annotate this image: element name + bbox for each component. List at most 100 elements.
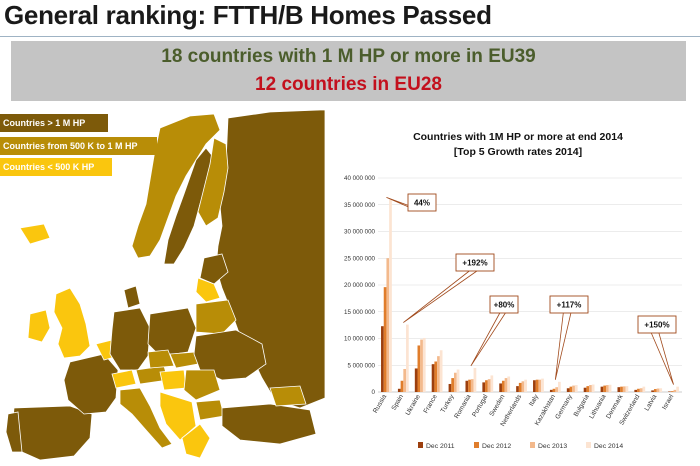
legend-item-high: Countries > 1 M HP	[0, 114, 108, 132]
bar	[431, 364, 435, 392]
bar	[389, 199, 392, 392]
bar	[439, 350, 443, 392]
legend-item-medium: Countries from 500 K to 1 M HP	[0, 137, 157, 155]
legend-label: Dec 2014	[594, 443, 623, 450]
bar	[656, 388, 660, 392]
map-region-bulgaria	[195, 399, 225, 421]
bar	[485, 380, 488, 392]
bar	[417, 345, 421, 392]
legend-label: Dec 2013	[538, 443, 567, 450]
y-tick-label: 15 000 000	[344, 309, 376, 316]
map-region-germany	[109, 307, 151, 371]
europe-map: Countries > 1 M HP Countries from 500 K …	[0, 108, 325, 466]
bar	[538, 379, 542, 392]
y-tick-label: 5 000 000	[347, 362, 375, 369]
y-tick-label: 35 000 000	[344, 202, 376, 209]
map-region-caucasus	[269, 385, 307, 407]
callout-box	[489, 295, 519, 314]
bar	[639, 388, 643, 392]
map-region-turkey	[221, 403, 317, 445]
map-region-ukraine	[193, 329, 267, 381]
bar	[676, 386, 679, 392]
bar	[620, 386, 623, 392]
legend-swatch	[418, 442, 423, 448]
legend-swatch	[586, 442, 591, 448]
callout-box	[455, 253, 495, 272]
bar	[668, 391, 671, 392]
bar	[566, 388, 570, 392]
bar	[420, 339, 423, 392]
map-region-france	[63, 353, 119, 415]
category-label: Ukraine	[405, 393, 423, 416]
bar	[591, 384, 595, 392]
map-region-belarus	[195, 299, 237, 335]
bar	[448, 383, 452, 392]
bar	[465, 380, 469, 392]
bar	[397, 388, 401, 392]
callout-label: +150%	[644, 321, 669, 330]
bar	[386, 258, 390, 392]
bar	[383, 287, 387, 392]
bar	[501, 380, 505, 392]
title-divider	[0, 36, 700, 37]
bar	[606, 385, 609, 392]
bar	[521, 381, 525, 392]
callout-pointer	[470, 312, 506, 367]
summary-banner: 18 countries with 1 M HP or more in EU39…	[11, 41, 686, 101]
y-tick-label: 0	[372, 389, 376, 396]
bar	[468, 379, 471, 392]
legend-label: Dec 2012	[482, 443, 511, 450]
bar	[434, 361, 438, 392]
map-region-baltics	[199, 253, 229, 285]
category-label: Sweden	[488, 393, 506, 417]
map-region-ireland	[27, 309, 51, 343]
bar	[670, 391, 674, 392]
bar	[403, 368, 407, 392]
legend-swatch	[530, 442, 535, 448]
bar	[400, 380, 404, 392]
bar	[642, 386, 646, 392]
bar	[555, 387, 559, 392]
map-region-uk	[53, 287, 91, 359]
bar	[651, 390, 654, 392]
callout-box	[549, 295, 589, 314]
category-label: Russia	[372, 393, 388, 414]
bar	[507, 376, 511, 392]
y-tick-label: 25 000 000	[344, 255, 376, 262]
bar	[487, 379, 491, 392]
y-tick-label: 10 000 000	[344, 336, 376, 343]
category-label: Portugal	[471, 393, 490, 418]
bar	[549, 389, 553, 392]
callout-label: +80%	[494, 301, 515, 310]
bar	[589, 385, 592, 392]
callout-label: 44%	[414, 199, 430, 208]
category-label: Turkey	[440, 393, 456, 414]
banner-eu39-text: 18 countries with 1 M HP or more in EU39	[161, 46, 536, 67]
callout-pointer	[403, 270, 478, 323]
bar	[499, 383, 502, 392]
slide-title: General ranking: FTTH/B Homes Passed	[4, 0, 492, 30]
bar	[524, 379, 527, 392]
map-region-balkans	[159, 391, 197, 441]
bar	[451, 378, 454, 392]
map-region-hungary	[159, 369, 187, 391]
category-label: Italy	[528, 393, 540, 408]
bar	[490, 375, 494, 392]
y-tick-label: 40 000 000	[344, 175, 376, 182]
chart-title: Countries with 1M HP or more at end 2014	[413, 131, 623, 143]
bar	[406, 324, 409, 392]
bar	[414, 368, 418, 392]
map-region-portugal	[5, 411, 23, 453]
legend-swatch	[474, 442, 479, 448]
callout-label: +117%	[557, 301, 582, 310]
bar	[617, 387, 621, 392]
y-tick-label: 20 000 000	[344, 282, 376, 289]
bar	[572, 385, 575, 392]
bar	[569, 386, 573, 392]
bar	[516, 386, 519, 392]
bar	[482, 382, 486, 392]
chart-subtitle: [Top 5 Growth rates 2014]	[454, 146, 582, 158]
map-region-romania	[183, 369, 221, 401]
map-region-iceland	[19, 223, 51, 245]
bar	[518, 382, 522, 392]
